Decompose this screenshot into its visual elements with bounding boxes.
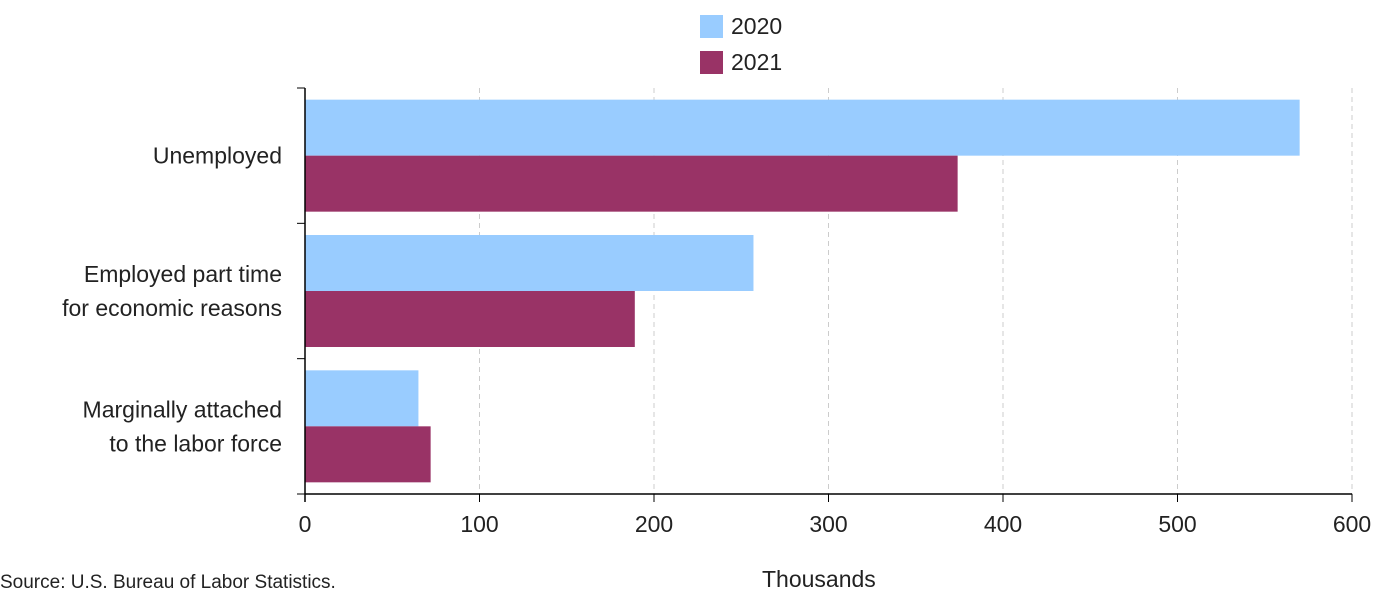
x-tick-label: 400: [984, 511, 1022, 537]
x-axis-title: Thousands: [762, 566, 876, 592]
legend-item-2021: 2021: [700, 44, 782, 80]
bar-2020-0: [305, 99, 1300, 156]
legend: 2020 2021: [700, 8, 782, 80]
tick-labels: 0 100 200 300 400 500 600: [299, 511, 1372, 537]
legend-label-2021: 2021: [731, 48, 783, 75]
category-label: Unemployed: [153, 143, 282, 169]
bar-2021-2: [305, 426, 431, 483]
legend-swatch-2020: [700, 14, 723, 38]
x-tick-label: 100: [460, 511, 498, 537]
bars: [305, 99, 1300, 483]
bar-2021-1: [305, 291, 635, 347]
bar-2020-1: [305, 235, 754, 291]
legend-label-2020: 2020: [731, 12, 783, 39]
x-tick-label: 300: [809, 511, 847, 537]
source-note: Source: U.S. Bureau of Labor Statistics.: [0, 572, 336, 593]
x-tick-label: 0: [299, 511, 312, 537]
legend-swatch-2021: [700, 50, 723, 74]
category-label: Employed part time for economic reasons: [62, 261, 282, 321]
x-tick-label: 500: [1158, 511, 1196, 537]
category-label: Marginally attached to the labor force: [83, 396, 282, 456]
x-tick-label: 200: [635, 511, 673, 537]
axes: [297, 87, 1353, 502]
bar-2021-0: [305, 155, 958, 212]
category-labels: Unemployed Employed part time for economic…: [62, 143, 282, 457]
bar-2020-2: [305, 370, 419, 427]
x-tick-label: 600: [1333, 511, 1371, 537]
legend-item-2020: 2020: [700, 8, 782, 44]
